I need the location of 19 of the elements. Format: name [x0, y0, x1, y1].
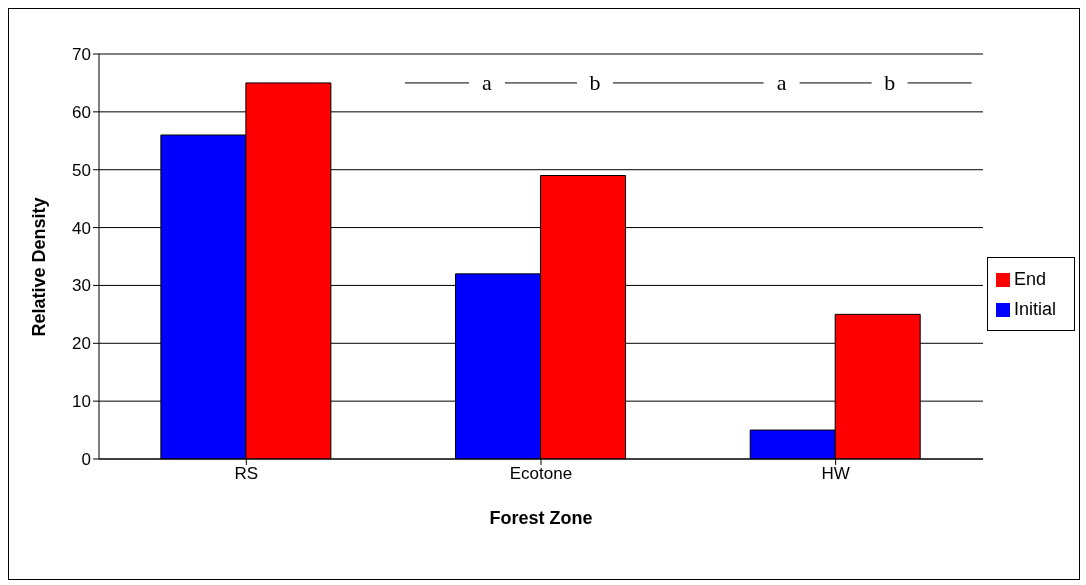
y-tick-label: 30: [72, 276, 91, 296]
y-tick-label: 0: [81, 450, 91, 470]
y-tick-label: 20: [72, 334, 91, 354]
y-tick-label: 70: [72, 45, 91, 65]
y-tick-label: 10: [72, 392, 91, 412]
y-tick-label: 50: [72, 160, 91, 180]
y-tick-label: 60: [72, 102, 91, 122]
legend-label: Initial: [1013, 299, 1056, 319]
annotation: b: [589, 69, 601, 95]
legend-label: End: [1013, 269, 1046, 289]
annotation: a: [482, 69, 493, 95]
annotation: a: [776, 69, 787, 95]
annotation: b: [884, 69, 896, 95]
x-tick-label: RS: [234, 464, 259, 484]
y-tick-label: 40: [72, 218, 91, 238]
x-tick-label: HW: [821, 464, 850, 484]
y-axis-title: Relative Density: [29, 197, 50, 337]
x-tick-label: Ecotone: [509, 464, 573, 484]
x-axis-title: Forest Zone: [489, 508, 593, 528]
